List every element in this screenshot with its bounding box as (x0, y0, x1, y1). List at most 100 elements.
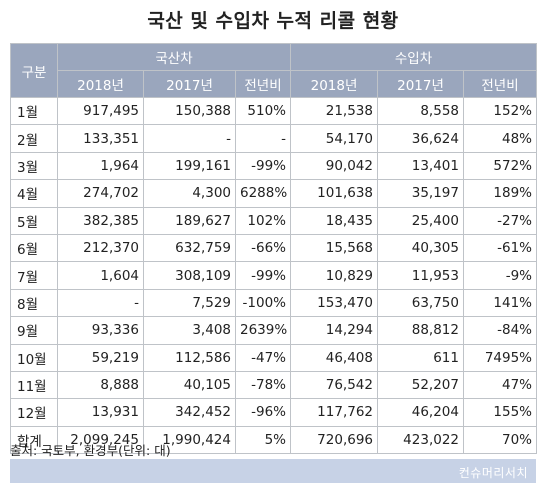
cell-domestic-2017: 7,529 (143, 288, 236, 318)
table-row: 4월 274,702 4,300 6288% 101,638 35,197 189% (10, 179, 537, 208)
cell-domestic-2017: 308,109 (143, 261, 236, 290)
table-row: 11월 8,888 40,105 -78% 76,542 52,207 47% (10, 370, 537, 400)
cell-imported-2018: 54,170 (290, 124, 378, 153)
cell-imported-yoy: 152% (463, 96, 537, 126)
cell-imported-yoy: 70% (463, 425, 537, 455)
table-row: 2월 133,351- -54,170 36,624 48% (10, 124, 537, 153)
cell-month-label: 7월 (10, 261, 58, 290)
header-imported-2017: 2017년 (377, 70, 464, 98)
cell-month-label: 9월 (10, 316, 58, 345)
table-row: 10월 59,219 112,586 -47% 46,408 611 7495% (10, 343, 537, 372)
cell-month-label: 1월 (10, 96, 58, 126)
table-row: 9월 93,336 3,408 2639% 14,294 88,812 -84% (10, 316, 537, 345)
table-row-total: 합계 2,099,245 1,990,424 5% 720,696 423,022 70% (10, 425, 537, 455)
cell-domestic-2018: 93,336 (57, 316, 144, 345)
cell-imported-2018: 117,762 (290, 398, 378, 427)
header-row-years: 2018년 2017년 전년비 2018년 2017년 전년비 (11, 70, 537, 98)
cell-domestic-yoy: -99% (235, 261, 291, 290)
cell-imported-2018: 10,829 (290, 261, 378, 290)
cell-domestic-2018: 274,702 (57, 179, 144, 208)
cell-imported-yoy: -9% (463, 261, 537, 290)
cell-month-label: 3월 (10, 151, 58, 181)
header-row-group: 구분 국산차 수입차 (10, 43, 537, 98)
cell-month-label: 12월 (10, 398, 58, 427)
cell-domestic-2018: 2,099,245 (57, 425, 144, 455)
cell-domestic-yoy: - (235, 124, 291, 153)
brand-label: 컨슈머리서치 (458, 466, 528, 480)
header-domestic-2018: 2018년 (57, 70, 144, 98)
cell-imported-2017: 35,197 (377, 179, 464, 208)
cell-imported-2017: 25,400 (377, 206, 464, 235)
cell-imported-yoy: -61% (463, 233, 537, 263)
cell-imported-2018: 14,294 (290, 316, 378, 345)
cell-month-label: 5월 (10, 206, 58, 235)
cell-imported-2017: 46,204 (377, 398, 464, 427)
cell-domestic-2018: 382,385 (57, 206, 144, 235)
cell-imported-yoy: 189% (463, 179, 537, 208)
cell-imported-2017: 52,207 (377, 370, 464, 400)
cell-imported-2018: 18,435 (290, 206, 378, 235)
cell-domestic-yoy: -99% (235, 151, 291, 181)
cell-imported-yoy: 7495% (463, 343, 537, 372)
cell-imported-2017: 8,558 (377, 96, 464, 126)
cell-domestic-yoy: 2639% (235, 316, 291, 345)
cell-month-label: 합계 (10, 425, 58, 455)
cell-imported-2018: 15,568 (290, 233, 378, 263)
cell-domestic-2018: 59,219 (57, 343, 144, 372)
cell-month-label: 10월 (10, 343, 58, 372)
cell-domestic-2017: 150,388 (143, 96, 236, 126)
cell-domestic-2017: - (143, 124, 236, 153)
cell-month-label: 2월 (10, 124, 58, 153)
cell-domestic-2018: 212,370 (57, 233, 144, 263)
cell-imported-2018: 21,538 (290, 96, 378, 126)
cell-imported-yoy: -84% (463, 316, 537, 345)
cell-domestic-yoy: -47% (235, 343, 291, 372)
cell-imported-2018: 101,638 (290, 179, 378, 208)
cell-domestic-2018: - (57, 288, 144, 318)
cell-imported-yoy: 141% (463, 288, 537, 318)
table-row: 6월 212,370 632,759 -66% 15,568 40,305 -61% (10, 233, 537, 263)
header-domestic: 국산차 (57, 43, 291, 71)
cell-imported-2017: 63,750 (377, 288, 464, 318)
cell-month-label: 4월 (10, 179, 58, 208)
cell-imported-2018: 76,542 (290, 370, 378, 400)
footer-bar: 컨슈머리서치 (10, 459, 536, 483)
table-row: 7월 1,604 308,109 -99% 10,829 11,953 -9% (10, 261, 537, 290)
header-imported: 수입차 (290, 43, 537, 71)
cell-domestic-2017: 40,105 (143, 370, 236, 400)
cell-month-label: 8월 (10, 288, 58, 318)
cell-domestic-2018: 1,604 (57, 261, 144, 290)
table-row: 12월 13,931 342,452 -96% 117,762 46,204 155% (10, 398, 537, 427)
table-row: 3월 1,964 199,161 -99% 90,042 13,401 572% (10, 151, 537, 181)
cell-domestic-2017: 342,452 (143, 398, 236, 427)
cell-domestic-yoy: -96% (235, 398, 291, 427)
header-imported-2018: 2018년 (290, 70, 378, 98)
cell-imported-2017: 40,305 (377, 233, 464, 263)
cell-domestic-yoy: 6288% (235, 179, 291, 208)
header-category: 구분 (10, 43, 58, 98)
table-row: 8월 -7,529 -100% 153,470 63,750 141% (10, 288, 537, 318)
cell-domestic-2017: 112,586 (143, 343, 236, 372)
cell-domestic-yoy: 5% (235, 425, 291, 455)
cell-imported-yoy: 155% (463, 398, 537, 427)
cell-imported-2018: 720,696 (290, 425, 378, 455)
cell-domestic-2017: 3,408 (143, 316, 236, 345)
cell-domestic-2017: 189,627 (143, 206, 236, 235)
cell-imported-yoy: -27% (463, 206, 537, 235)
cell-month-label: 6월 (10, 233, 58, 263)
cell-imported-2018: 46,408 (290, 343, 378, 372)
cell-domestic-yoy: -66% (235, 233, 291, 263)
cell-imported-2017: 88,812 (377, 316, 464, 345)
header-imported-yoy: 전년비 (463, 70, 537, 98)
table-row: 1월 917,495 150,388 510% 21,538 8,558 152% (10, 96, 537, 126)
cell-imported-2018: 153,470 (290, 288, 378, 318)
cell-domestic-2018: 917,495 (57, 96, 144, 126)
cell-imported-2017: 423,022 (377, 425, 464, 455)
header-domestic-yoy: 전년비 (235, 70, 291, 98)
cell-domestic-2018: 1,964 (57, 151, 144, 181)
page-title: 국산 및 수입차 누적 리콜 현황 (147, 10, 399, 32)
cell-domestic-2017: 199,161 (143, 151, 236, 181)
source-note: 출처: 국토부, 환경부(단위: 대) (10, 443, 171, 458)
recall-table: 구분 국산차 수입차 2018년 2017년 전년비 2018년 2017년 전… (10, 43, 537, 455)
cell-imported-2018: 90,042 (290, 151, 378, 181)
